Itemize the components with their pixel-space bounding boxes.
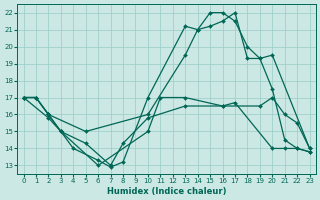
X-axis label: Humidex (Indice chaleur): Humidex (Indice chaleur)	[107, 187, 226, 196]
